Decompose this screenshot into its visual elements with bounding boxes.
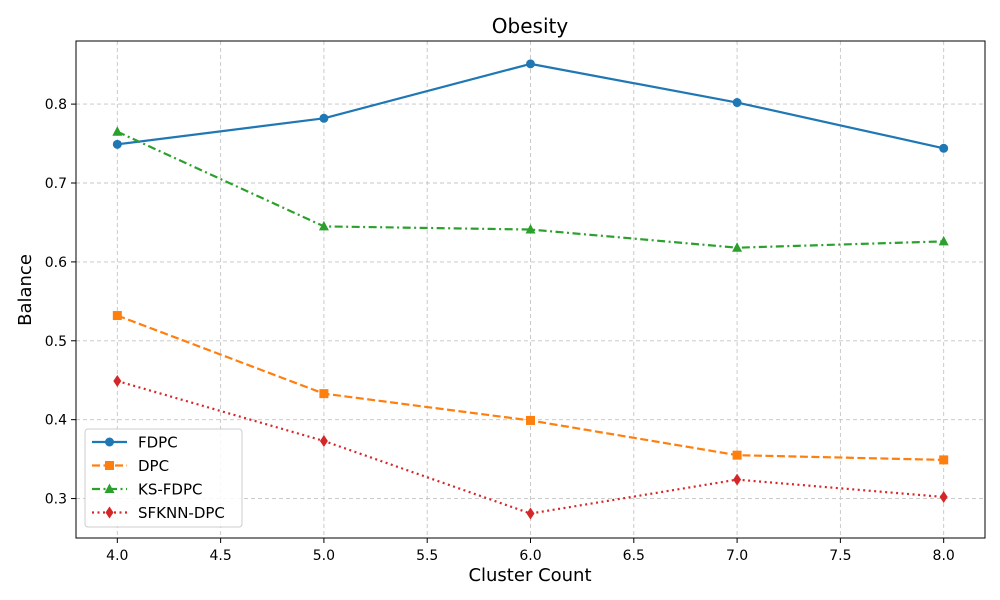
y-axis-ticks: 0.3 0.4 0.5 0.6 0.7 0.8 bbox=[45, 97, 76, 508]
y-tick-label: 0.3 bbox=[45, 492, 67, 508]
data-point-fdpc bbox=[732, 98, 742, 108]
data-point-dpc bbox=[319, 389, 329, 399]
x-axis-label: Cluster Count bbox=[468, 565, 591, 586]
legend-label-fdpc: FDPC bbox=[138, 434, 178, 452]
data-point-sfknn-dpc bbox=[939, 490, 948, 503]
y-axis-label: Balance bbox=[15, 254, 36, 326]
data-point-fdpc bbox=[939, 143, 949, 153]
data-point-dpc bbox=[939, 455, 949, 465]
series-sfknn-dpc bbox=[113, 375, 948, 520]
data-point-fdpc bbox=[319, 113, 329, 123]
x-tick-label: 6.5 bbox=[623, 548, 645, 564]
data-point-ks-fdpc bbox=[112, 126, 123, 136]
y-tick-label: 0.6 bbox=[45, 255, 67, 271]
chart-title: Obesity bbox=[492, 14, 569, 38]
legend-label-sfknn-dpc: SFKNN-DPC bbox=[138, 504, 225, 522]
y-tick-label: 0.7 bbox=[45, 176, 67, 192]
legend-marker-sfknn-dpc bbox=[105, 506, 114, 519]
x-tick-label: 4.0 bbox=[106, 548, 128, 564]
data-point-ks-fdpc bbox=[732, 242, 743, 252]
series-dpc bbox=[112, 311, 949, 465]
data-point-sfknn-dpc bbox=[113, 375, 122, 388]
data-point-ks-fdpc bbox=[318, 220, 329, 231]
y-tick-label: 0.4 bbox=[45, 413, 67, 429]
legend-marker-dpc bbox=[105, 461, 114, 470]
series-ks-fdpc bbox=[112, 126, 949, 252]
legend-box bbox=[84, 428, 243, 528]
x-tick-label: 5.5 bbox=[416, 548, 438, 564]
data-point-fdpc bbox=[112, 139, 122, 149]
series-fdpc bbox=[112, 59, 949, 153]
series-line-sfknn-dpc bbox=[117, 379, 944, 515]
data-point-ks-fdpc bbox=[938, 235, 949, 246]
data-point-dpc bbox=[112, 311, 122, 321]
data-point-sfknn-dpc bbox=[733, 473, 742, 486]
y-tick-label: 0.5 bbox=[45, 334, 67, 350]
x-tick-label: 7.0 bbox=[726, 548, 748, 564]
x-tick-label: 5.0 bbox=[313, 548, 335, 564]
series-layer bbox=[112, 59, 949, 520]
legend-marker-ks-fdpc bbox=[104, 483, 115, 493]
legend-label-dpc: DPC bbox=[138, 457, 169, 475]
y-tick-label: 0.8 bbox=[45, 97, 67, 113]
data-point-sfknn-dpc bbox=[319, 434, 328, 447]
x-tick-label: 6.0 bbox=[519, 548, 541, 564]
legend: FDPC DPC KS-FDPC SFKNN-DPC bbox=[84, 428, 243, 528]
data-point-sfknn-dpc bbox=[526, 507, 535, 520]
data-point-fdpc bbox=[526, 59, 535, 69]
x-tick-label: 8.0 bbox=[933, 548, 955, 564]
x-tick-label: 4.5 bbox=[209, 548, 231, 564]
data-point-dpc bbox=[526, 415, 535, 425]
data-point-dpc bbox=[732, 450, 742, 460]
x-axis-ticks: 4.0 4.5 5.0 5.5 6.0 6.5 7.0 7.5 8.0 bbox=[106, 538, 955, 564]
legend-marker-fdpc bbox=[105, 437, 114, 447]
legend-label-ks-fdpc: KS-FDPC bbox=[138, 481, 202, 499]
series-line-ks-fdpc bbox=[116, 130, 944, 249]
data-point-ks-fdpc bbox=[525, 224, 536, 234]
x-tick-label: 7.5 bbox=[829, 548, 851, 564]
